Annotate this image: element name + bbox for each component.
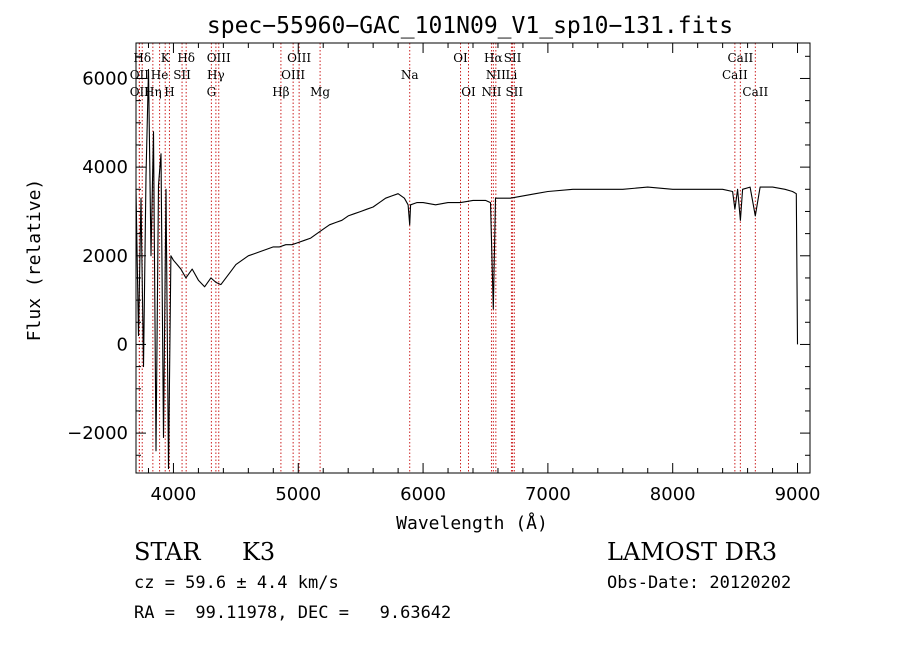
spectral-line-label: Hδ (177, 51, 195, 65)
spectral-line-label: Mg (310, 85, 330, 99)
y-tick-label: 0 (117, 334, 128, 355)
spectral-line-label: Hγ (207, 68, 225, 82)
spectral-line-label: Hβ (272, 85, 289, 99)
survey-name: LAMOST DR3 (607, 538, 778, 566)
spectral-line-label: SII (505, 85, 523, 99)
spectral-line-label: CaII (727, 51, 753, 65)
spectral-line-label: CaII (722, 68, 748, 82)
spectral-line-markers (138, 43, 756, 473)
spectral-line-label: Hη (144, 85, 162, 99)
x-tick-label: 9000 (775, 484, 821, 505)
spectral-line-label: NII (486, 68, 506, 82)
spectral-line-label: OII (130, 85, 150, 99)
spectrum-line (135, 69, 799, 470)
x-tick-label: 4000 (151, 484, 197, 505)
spectral-line-label: OI (461, 85, 476, 99)
y-axis-label: Flux (relative) (24, 179, 45, 342)
axis-ticks: 4000 5000 6000 7000 8000 9000 −2000 0 2000 4000 60… (67, 43, 820, 505)
y-tick-label: 4000 (82, 157, 128, 178)
y-tick-label: −2000 (67, 423, 128, 444)
spectral-line-label: Hα (484, 51, 503, 65)
spectral-line-label: SII (173, 68, 191, 82)
x-tick-label: 8000 (650, 484, 696, 505)
spectral-line-label: SII (504, 51, 522, 65)
spectral-line-label: OI (453, 51, 468, 65)
spectral-line-label: OII (130, 68, 150, 82)
x-axis-label: Wavelength (Å) (396, 512, 548, 534)
object-class: STAR (134, 538, 201, 566)
spectral-line-label: He (151, 68, 169, 82)
spectral-line-label: K (161, 51, 171, 65)
coordinates-readout: RA = 99.11978, DEC = 9.63642 (134, 603, 452, 623)
spectrum-series (135, 69, 799, 470)
spectral-line-label: Na (401, 68, 419, 82)
spectral-line-label: G (207, 85, 217, 99)
plot-frame (135, 42, 811, 474)
spectral-line-label: OIII (281, 68, 305, 82)
spectral-line-label: OIII (287, 51, 311, 65)
spectral-line-label: NII (481, 85, 501, 99)
observation-date: Obs-Date: 20120202 (607, 573, 792, 593)
x-tick-label: 5000 (275, 484, 321, 505)
spectral-line-label: CaII (742, 85, 768, 99)
redshift-readout: cz = 59.6 ± 4.4 km/s (134, 573, 339, 593)
spectral-line-label: Li (506, 68, 518, 82)
x-tick-label: 7000 (525, 484, 571, 505)
y-tick-label: 2000 (82, 246, 128, 267)
spectral-line-label: Hδ (133, 51, 151, 65)
x-tick-label: 6000 (400, 484, 446, 505)
object-subclass: K3 (242, 538, 276, 566)
chart-title: spec−55960−GAC_101N09_V1_sp10−131.fits (207, 13, 733, 39)
spectral-line-label: H (164, 85, 174, 99)
spectral-line-label: OIII (207, 51, 231, 65)
spectral-line-labels: Hδ OII OII K He Hη SII H Hδ OIII Hγ G Hβ OIII OIII Mg Na… (130, 51, 769, 99)
y-tick-label: 6000 (82, 68, 128, 89)
